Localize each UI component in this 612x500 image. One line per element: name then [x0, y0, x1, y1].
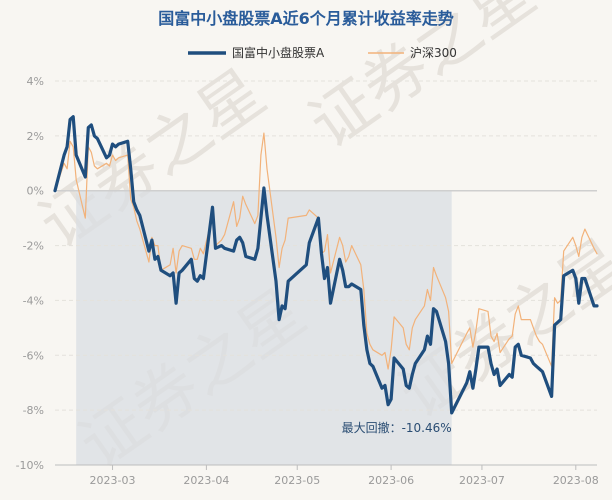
y-tick-label: 2% [27, 130, 44, 143]
y-tick-label: -4% [23, 294, 44, 307]
x-tick-label: 2023-03 [90, 474, 136, 487]
legend: 国富中小盘股票A 沪深300 [188, 45, 457, 60]
series-line-fund [53, 115, 599, 415]
y-tick-label: 4% [27, 75, 44, 88]
max-drawdown-label: 最大回撤：-10.46% [342, 420, 452, 435]
y-tick-label: -10% [16, 459, 44, 472]
y-axis: 4% 2% 0% -2% -4% -6% -8% -10% [16, 75, 44, 472]
x-tick-label: 2023-08 [553, 474, 599, 487]
legend-label-index: 沪深300 [410, 46, 457, 60]
y-tick-label: 0% [27, 185, 44, 198]
legend-label-fund: 国富中小盘股票A [232, 45, 325, 60]
x-tick-label: 2023-07 [459, 474, 505, 487]
series-line-index [54, 132, 598, 370]
chart-title: 国富中小盘股票A近6个月累计收益率走势 [158, 9, 454, 28]
x-axis: 2023-03 2023-04 2023-05 2023-06 2023-07 2023-… [55, 464, 599, 487]
x-tick-label: 2023-06 [368, 474, 414, 487]
y-tick-label: -2% [23, 240, 44, 253]
y-tick-label: -8% [23, 404, 44, 417]
series-lines [53, 115, 599, 415]
x-tick-label: 2023-05 [274, 474, 320, 487]
drawdown-shade [76, 190, 452, 465]
y-tick-label: -6% [23, 349, 44, 362]
x-tick-label: 2023-04 [183, 474, 229, 487]
